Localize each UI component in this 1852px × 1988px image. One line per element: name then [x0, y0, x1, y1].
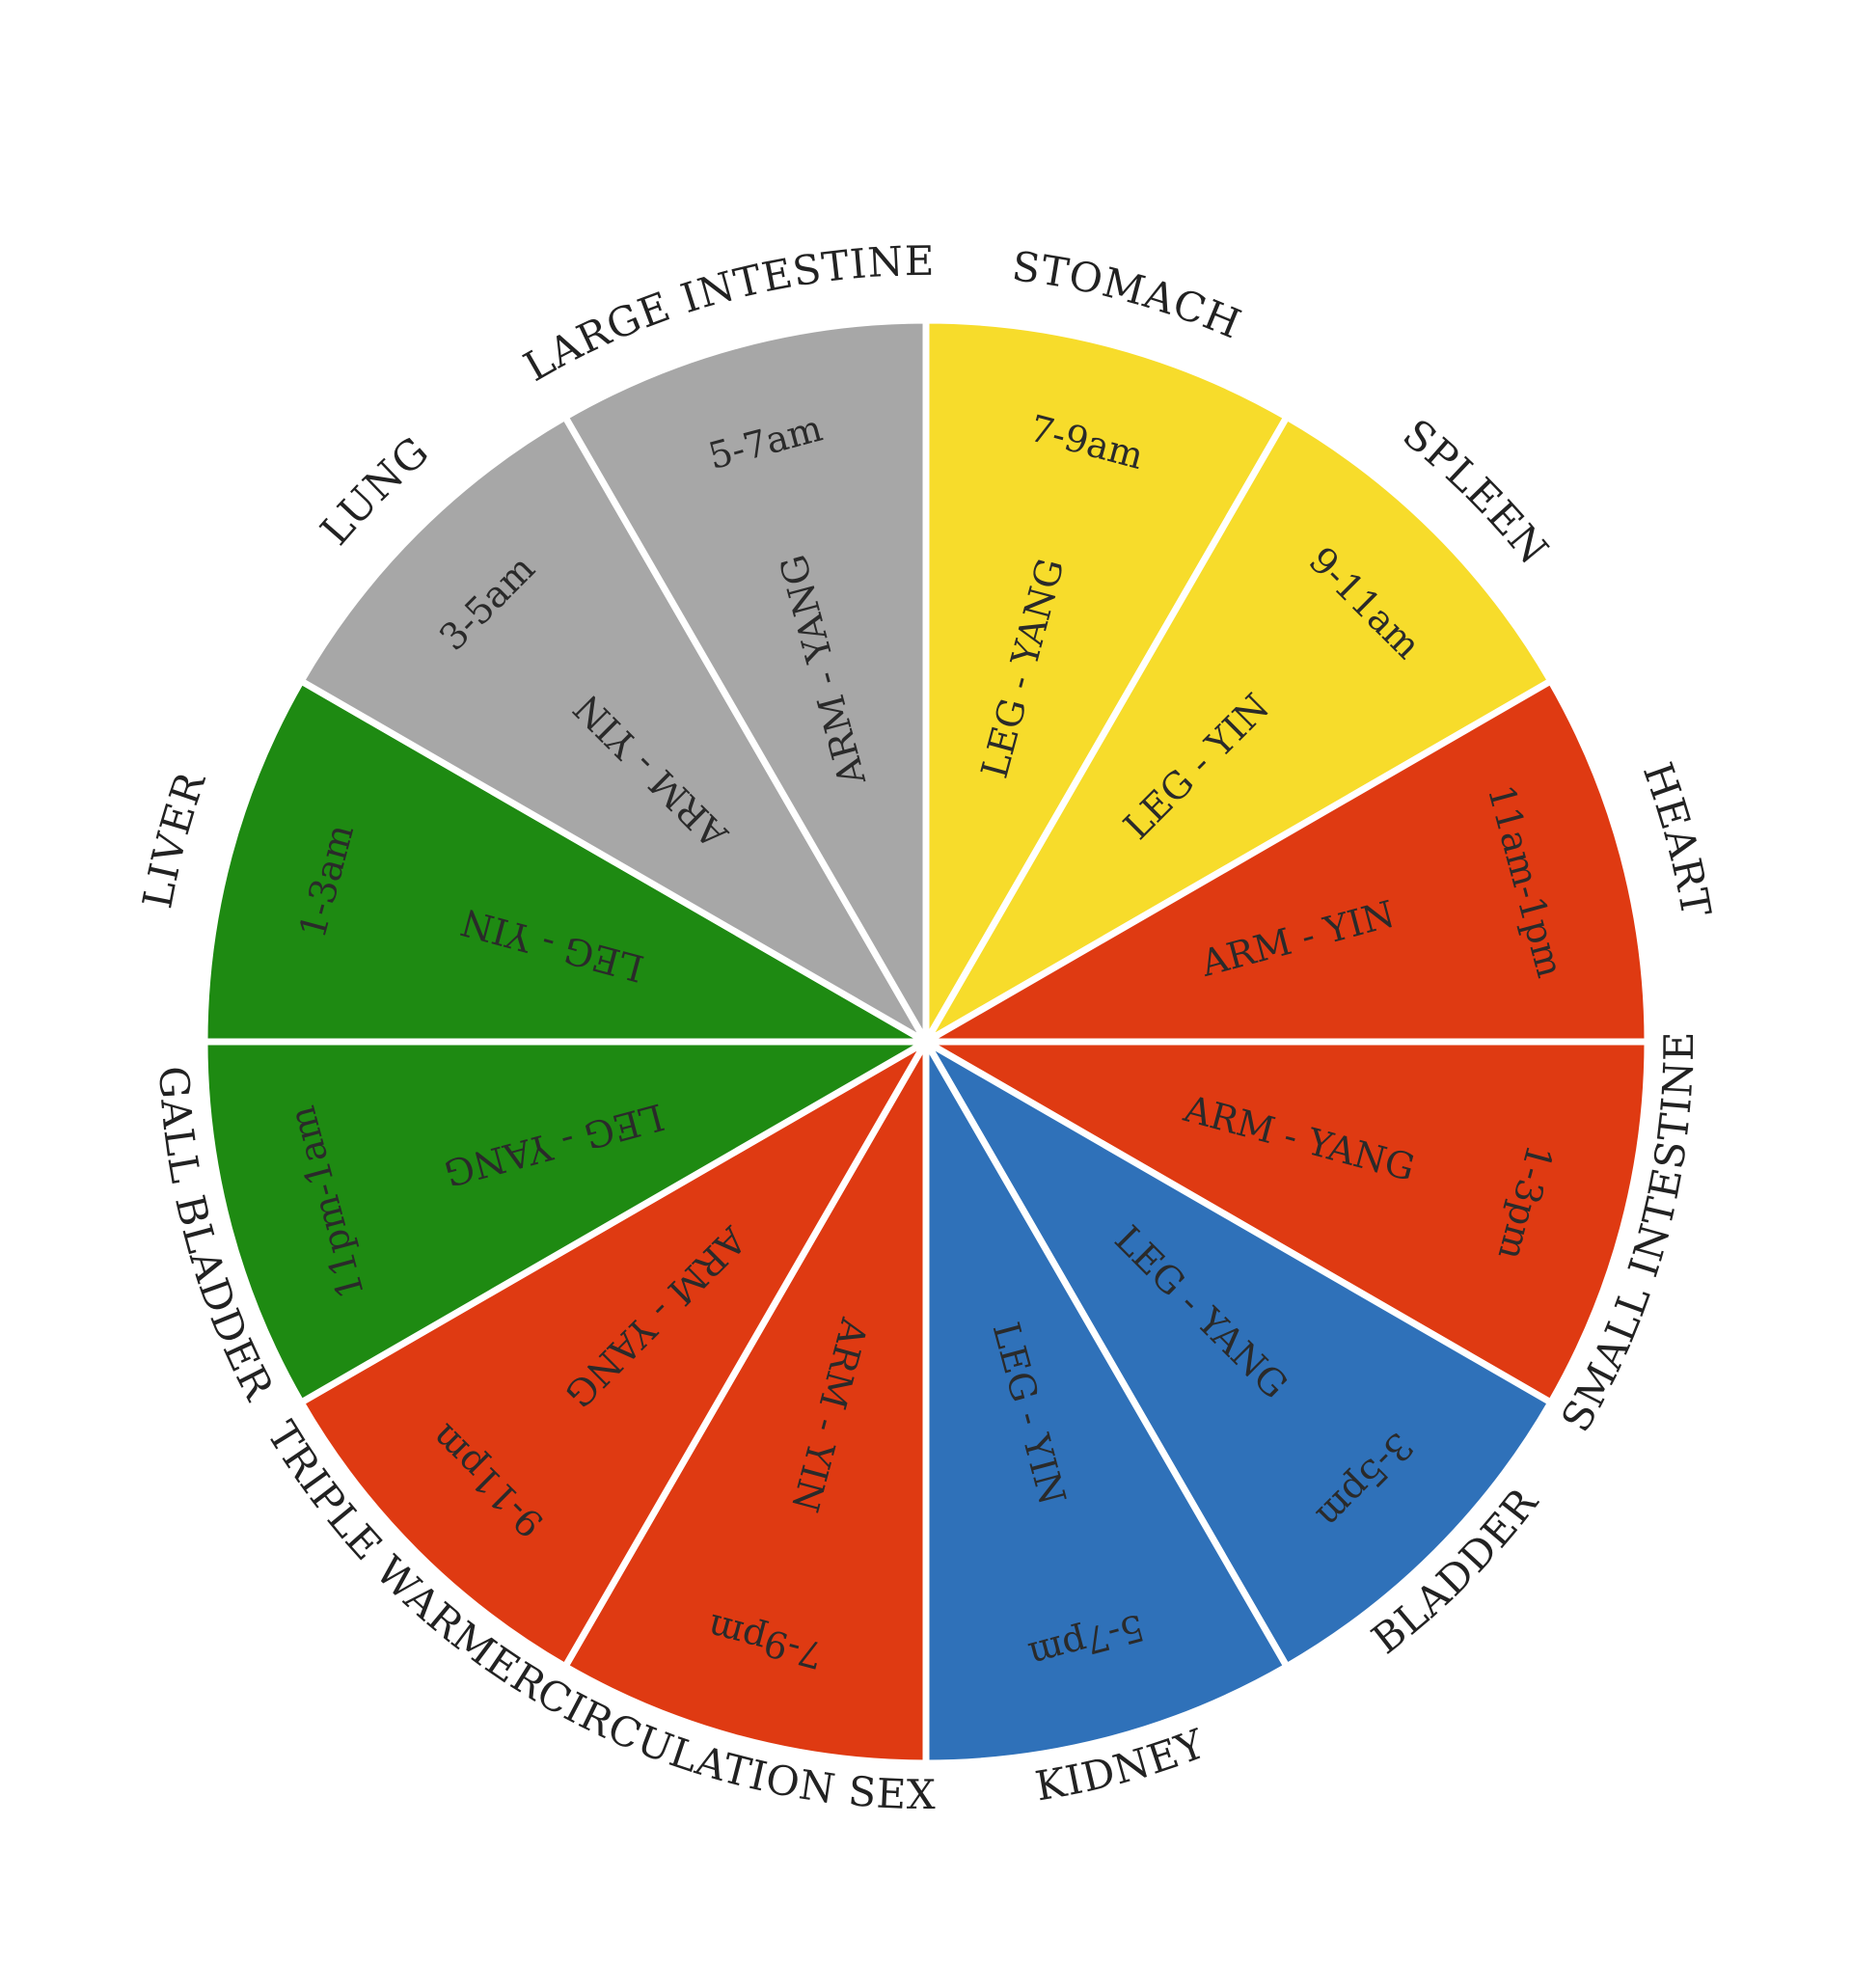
segment-small-intestine: [922, 1038, 1651, 1406]
segment-circulation-sex: [561, 1038, 930, 1767]
segment-kidney: [922, 1038, 1291, 1767]
segment-heart: [922, 677, 1651, 1046]
segment-spleen: [922, 413, 1555, 1046]
wheel-segments: [201, 316, 1651, 1767]
segment-liver: [201, 677, 930, 1046]
segment-lung: [297, 413, 930, 1046]
segment-gall-bladder: [201, 1038, 930, 1406]
segment-large-intestine: [561, 316, 930, 1046]
organ-label-liver: LIVER: [133, 765, 215, 912]
organ-label-heart: HEART: [1634, 756, 1720, 921]
segment-triple-warmer: [297, 1038, 930, 1671]
segment-bladder: [922, 1038, 1555, 1671]
segment-stomach: [922, 316, 1291, 1046]
wheel-center-hub: [912, 1028, 940, 1055]
